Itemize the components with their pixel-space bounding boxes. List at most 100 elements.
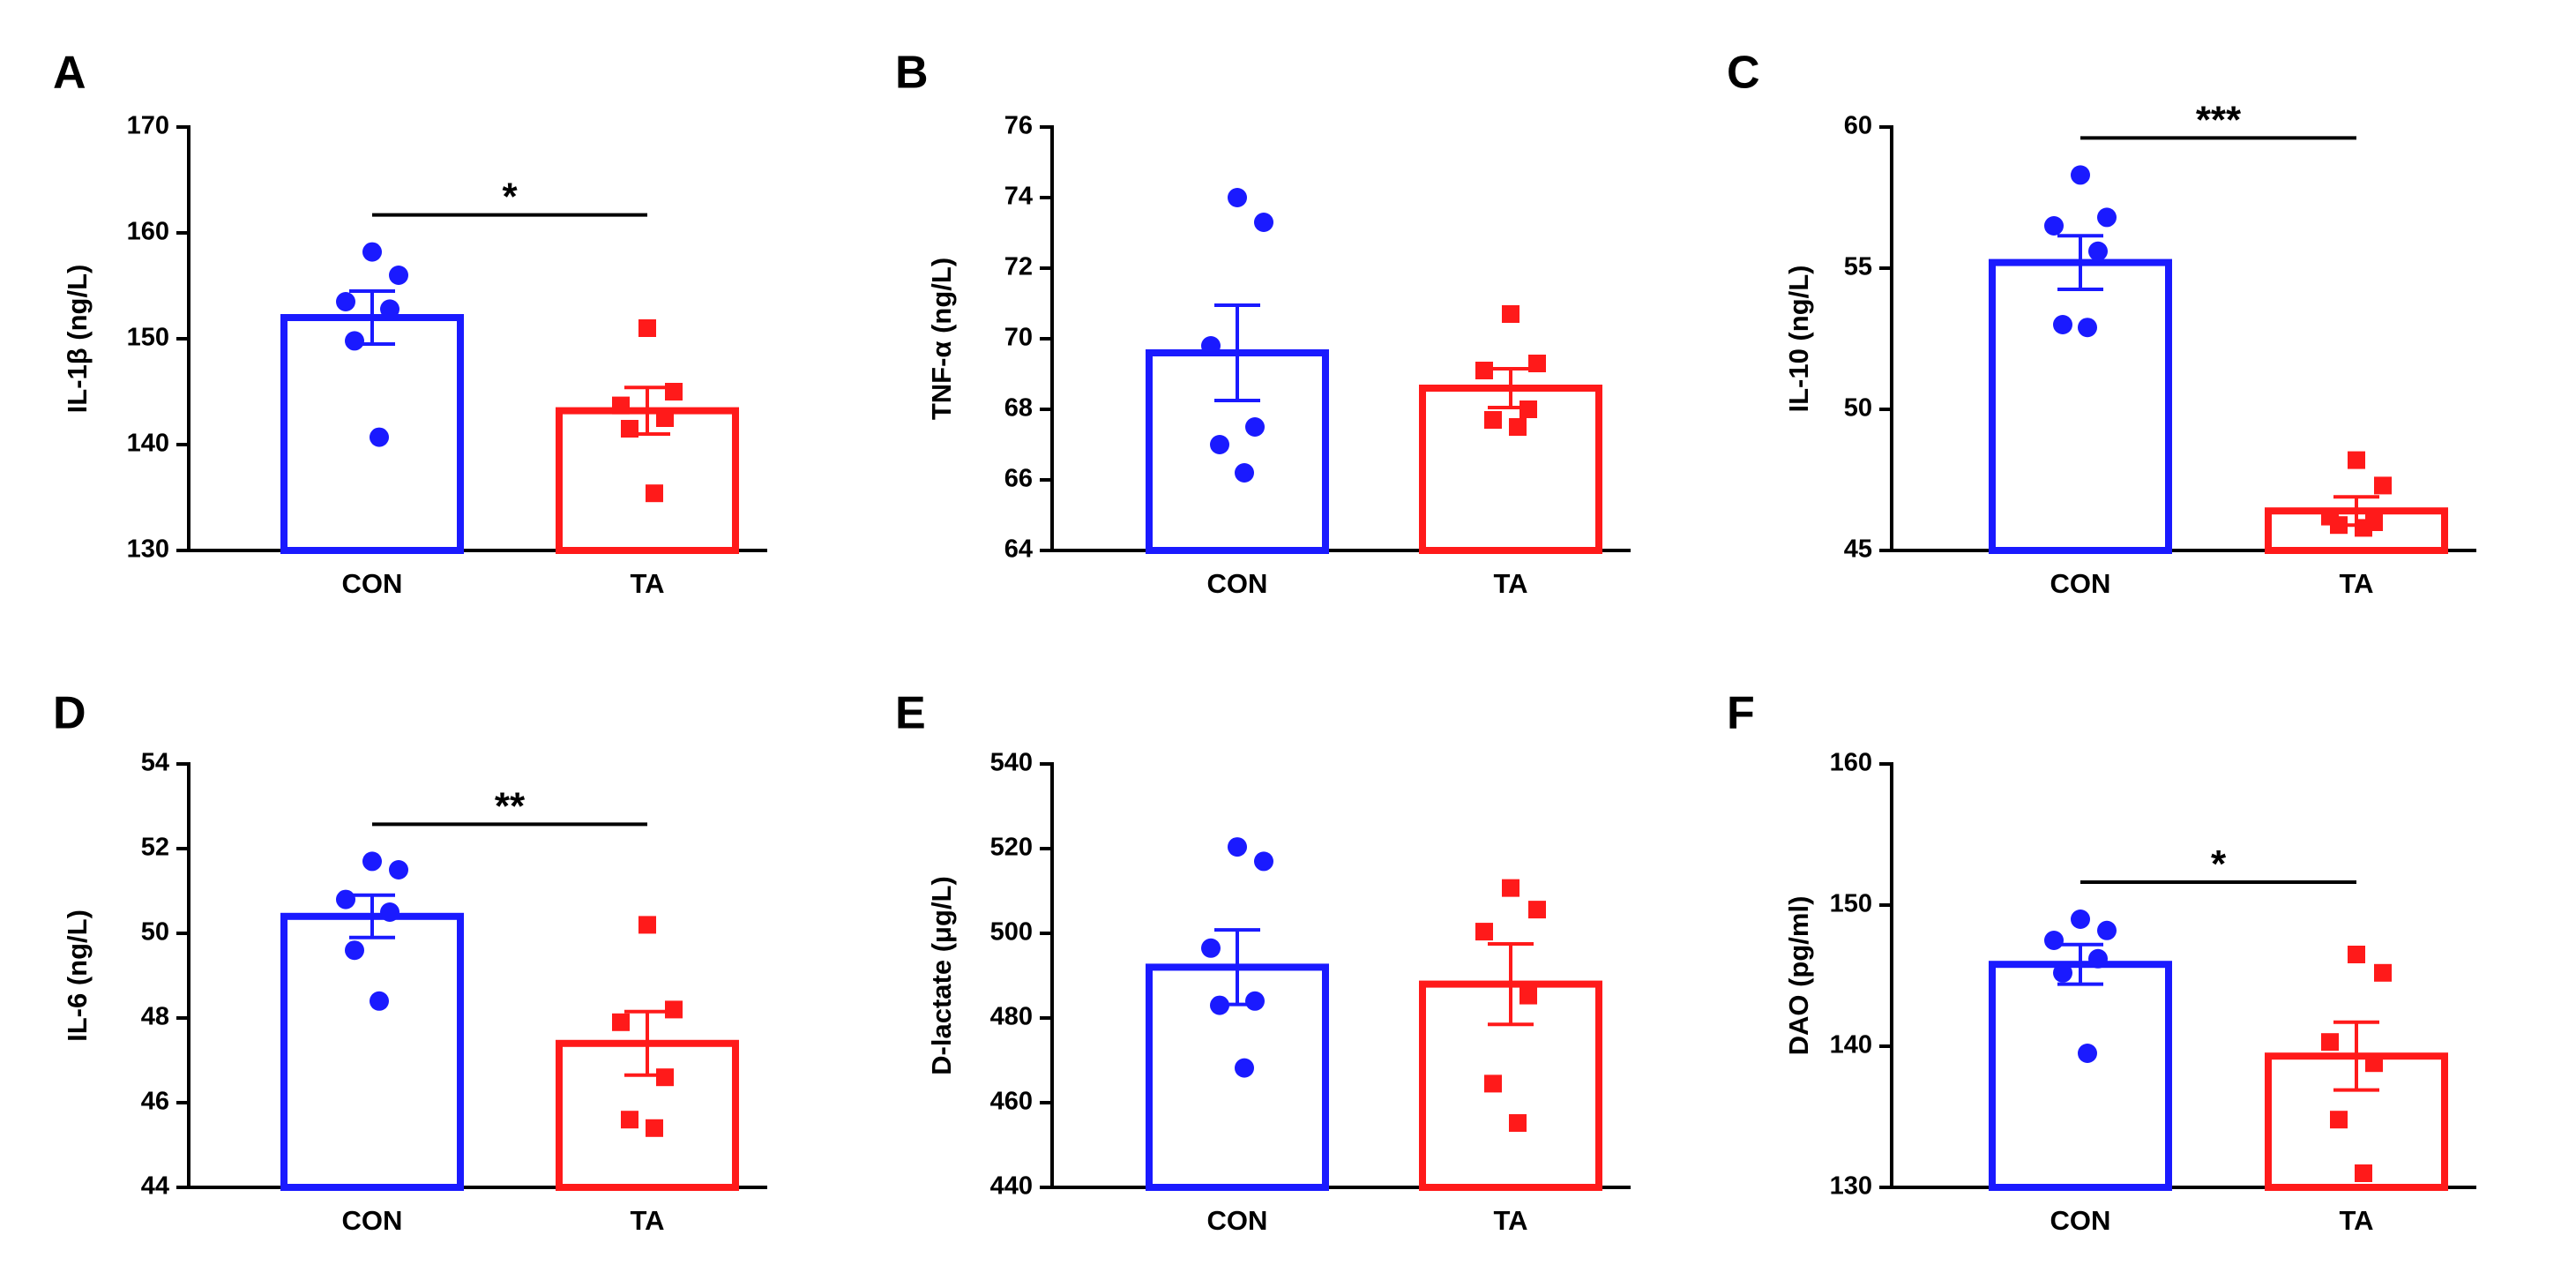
data-point-ta bbox=[1484, 411, 1502, 429]
y-tick-label: 76 bbox=[1004, 112, 1033, 140]
data-point-con bbox=[380, 902, 399, 922]
y-tick-label: 500 bbox=[990, 918, 1033, 947]
data-point-con bbox=[2044, 931, 2064, 950]
data-point-con bbox=[389, 860, 408, 880]
y-tick-label: 68 bbox=[1004, 394, 1033, 423]
data-point-ta bbox=[1502, 305, 1519, 323]
y-tick-label: 46 bbox=[141, 1088, 169, 1116]
bar-con bbox=[280, 912, 464, 1192]
x-category-label: TA bbox=[1493, 1205, 1527, 1236]
data-point-con bbox=[1210, 995, 1229, 1015]
x-category-label: TA bbox=[2339, 568, 2373, 599]
data-point-con bbox=[1254, 851, 1273, 872]
x-category-label: CON bbox=[2050, 1205, 2111, 1236]
y-tick-label: 130 bbox=[1830, 1172, 1872, 1201]
data-point-ta bbox=[656, 1068, 674, 1087]
data-point-ta bbox=[1475, 362, 1493, 379]
data-point-ta bbox=[2365, 1054, 2383, 1073]
y-tick-label: 150 bbox=[1830, 890, 1872, 918]
bar-ta bbox=[1419, 385, 1602, 554]
data-point-con bbox=[370, 991, 389, 1011]
significance-marker: * bbox=[2211, 842, 2227, 886]
y-tick-label: 150 bbox=[127, 324, 169, 352]
y-tick-label: 480 bbox=[990, 1003, 1033, 1031]
panel-label: E bbox=[895, 688, 926, 739]
panel-f: F DAO (pg/ml) 130 140 150 160 CON TA * bbox=[1727, 688, 2476, 1236]
data-point-ta bbox=[2330, 516, 2348, 535]
y-axis-label: IL-10 (ng/L) bbox=[1783, 265, 1814, 412]
data-point-ta bbox=[612, 396, 630, 415]
y-tick-label: 130 bbox=[127, 535, 169, 564]
data-point-ta bbox=[2374, 963, 2392, 982]
panel-label: C bbox=[1727, 48, 1760, 99]
y-tick-label: 520 bbox=[990, 834, 1033, 862]
data-point-ta bbox=[665, 383, 683, 400]
y-tick-label: 72 bbox=[1004, 253, 1033, 281]
data-point-ta bbox=[646, 1119, 663, 1137]
data-point-ta bbox=[638, 319, 656, 337]
panel-label: B bbox=[895, 48, 929, 99]
panel-e: E D-lactate (μg/L) 440 460 480 500 520 540 CON TA bbox=[895, 688, 1631, 1236]
data-point-ta bbox=[1519, 400, 1537, 418]
data-point-con bbox=[1201, 938, 1221, 958]
y-tick-label: 44 bbox=[141, 1172, 169, 1201]
panel-b: B TNF-α (ng/L) 64 66 68 70 72 74 76 CON TA bbox=[895, 48, 1631, 599]
y-tick-label: 160 bbox=[127, 218, 169, 246]
data-point-ta bbox=[2355, 519, 2372, 537]
x-category-label: CON bbox=[2050, 568, 2111, 599]
data-point-con bbox=[2078, 1044, 2097, 1063]
panel-label: D bbox=[53, 688, 86, 739]
panel-label: A bbox=[53, 48, 86, 99]
y-tick-label: 140 bbox=[1830, 1031, 1872, 1059]
data-point-con bbox=[2097, 920, 2117, 940]
data-point-ta bbox=[1509, 418, 1527, 436]
x-category-label: TA bbox=[630, 568, 664, 599]
data-point-ta bbox=[638, 916, 656, 934]
x-category-label: CON bbox=[1207, 568, 1268, 599]
y-tick-label: 66 bbox=[1004, 465, 1033, 493]
y-tick-label: 70 bbox=[1004, 324, 1033, 352]
data-point-con bbox=[345, 331, 364, 351]
bar-con bbox=[1989, 258, 2172, 554]
y-tick-label: 50 bbox=[141, 918, 169, 947]
x-category-label: TA bbox=[1493, 568, 1527, 599]
x-category-label: CON bbox=[342, 568, 403, 599]
data-point-con bbox=[2044, 216, 2064, 236]
panel-d: D IL-6 (ng/L) 44 46 48 50 52 54 CON TA ** bbox=[53, 688, 767, 1236]
y-axis-label: TNF-α (ng/L) bbox=[926, 258, 957, 420]
x-category-label: CON bbox=[1207, 1205, 1268, 1236]
x-category-label: TA bbox=[630, 1205, 664, 1236]
y-tick-label: 52 bbox=[141, 834, 169, 862]
y-tick-label: 160 bbox=[1830, 749, 1872, 777]
data-point-con bbox=[2088, 241, 2108, 261]
data-point-ta bbox=[2321, 1033, 2339, 1052]
panel-a: A IL-1β (ng/L) 130 140 150 160 170 CON TA * bbox=[53, 48, 767, 599]
data-point-con bbox=[380, 299, 399, 319]
data-point-con bbox=[1235, 1058, 1254, 1078]
data-point-con bbox=[2053, 315, 2072, 334]
data-point-ta bbox=[1502, 879, 1519, 897]
panel-c: C IL-10 (ng/L) 45 50 55 60 CON TA *** bbox=[1727, 48, 2476, 599]
data-point-con bbox=[2088, 948, 2108, 969]
data-point-ta bbox=[2374, 476, 2392, 495]
data-point-con bbox=[1235, 463, 1254, 483]
data-point-con bbox=[2071, 165, 2090, 185]
y-tick-label: 55 bbox=[1844, 253, 1872, 281]
y-tick-label: 60 bbox=[1844, 112, 1872, 140]
panel-label: F bbox=[1727, 688, 1755, 739]
y-tick-label: 64 bbox=[1004, 535, 1033, 564]
data-point-con bbox=[1245, 991, 1265, 1011]
y-tick-label: 460 bbox=[990, 1088, 1033, 1116]
data-point-con bbox=[362, 851, 382, 872]
y-tick-label: 50 bbox=[1844, 394, 1872, 423]
data-point-con bbox=[2071, 909, 2090, 929]
y-tick-label: 540 bbox=[990, 749, 1033, 777]
data-point-con bbox=[370, 427, 389, 447]
data-point-con bbox=[2053, 962, 2072, 983]
significance-marker: * bbox=[502, 176, 518, 219]
significance-marker: *** bbox=[2196, 98, 2242, 141]
data-point-con bbox=[1201, 336, 1221, 356]
data-point-ta bbox=[612, 1013, 630, 1031]
data-point-ta bbox=[2355, 1164, 2372, 1182]
